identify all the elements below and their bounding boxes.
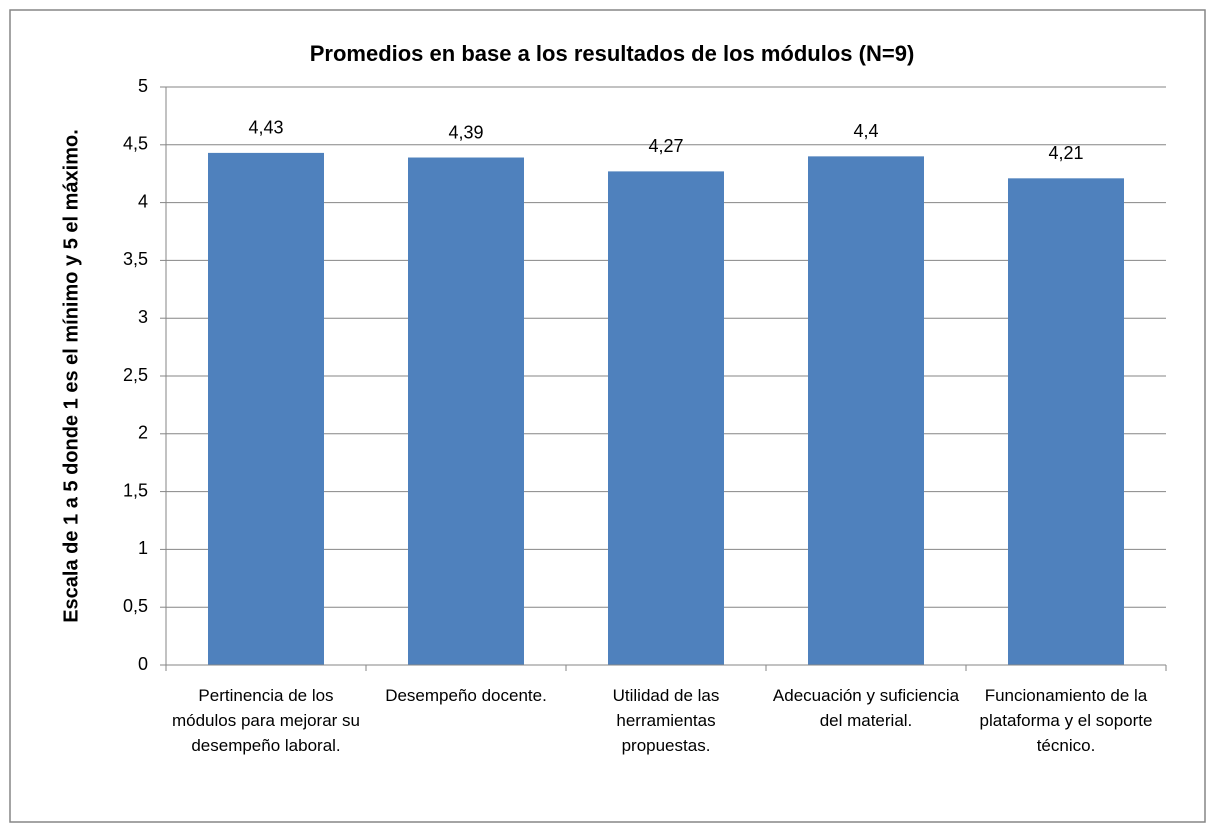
- x-tick-label: Utilidad de las herramientas propuestas.: [612, 686, 720, 755]
- bar: [608, 171, 724, 665]
- y-tick-label: 0: [138, 654, 148, 674]
- y-tick-label: 1,5: [123, 480, 148, 500]
- y-tick-label: 3: [138, 307, 148, 327]
- data-label: 4,43: [248, 118, 283, 138]
- y-tick-label: 2,5: [123, 365, 148, 385]
- bar: [208, 152, 324, 666]
- y-tick-label: 5: [138, 76, 148, 96]
- data-label: 4,4: [853, 121, 878, 141]
- data-label: 4,21: [1048, 143, 1083, 163]
- x-tick-label: Funcionamiento de la plataforma y el sop…: [979, 686, 1153, 755]
- y-tick-label: 4,5: [123, 134, 148, 154]
- bar: [808, 156, 924, 666]
- data-label: 4,39: [448, 122, 483, 142]
- bar: [408, 157, 524, 666]
- x-tick-label: Adecuación y suficiencia del material.: [772, 686, 960, 730]
- chart-title: Promedios en base a los resultados de lo…: [310, 41, 915, 66]
- x-tick-label: Desempeño docente.: [385, 686, 547, 705]
- x-tick-label: Pertinencia de los módulos para mejorar …: [171, 686, 361, 755]
- bar: [1008, 178, 1124, 665]
- y-tick-label: 4: [138, 191, 148, 211]
- data-label: 4,27: [648, 136, 683, 156]
- y-tick-label: 3,5: [123, 249, 148, 269]
- y-tick-label: 1: [138, 538, 148, 558]
- y-tick-label: 2: [138, 423, 148, 443]
- y-tick-label: 0,5: [123, 596, 148, 616]
- y-axis-label: Escala de 1 a 5 donde 1 es el mínimo y 5…: [60, 129, 82, 623]
